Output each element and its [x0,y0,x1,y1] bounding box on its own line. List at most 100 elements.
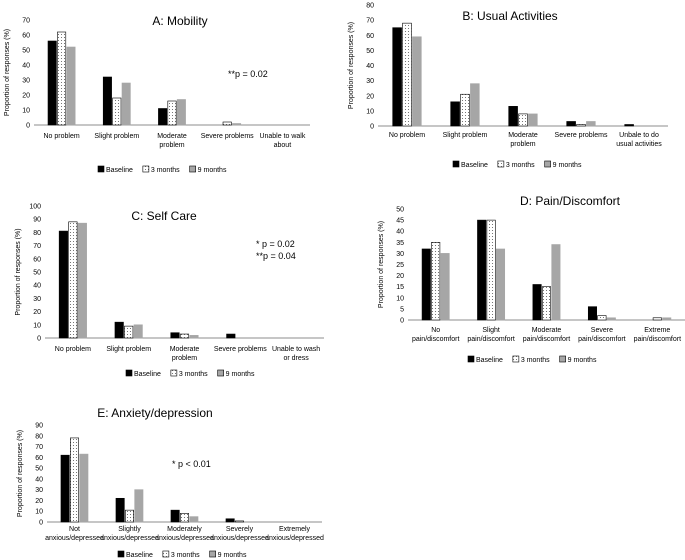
x-category-label: Slightly [118,526,141,533]
x-category-label: Severely [226,526,254,533]
y-tick-label: 90 [33,217,41,224]
x-category-label: problem [510,141,535,148]
y-tick-label: 0 [370,124,374,131]
y-tick-label: 40 [396,229,404,236]
y-tick-label: 70 [366,18,374,25]
bar [66,46,76,126]
bar [189,335,199,339]
y-axis-label: Proportion of responses (%) [17,430,24,517]
y-tick-label: 25 [396,262,404,269]
y-tick-label: 50 [366,48,374,55]
bar [121,82,131,126]
y-tick-label: 5 [400,306,404,313]
bar [68,221,78,339]
legend-label: Baseline [461,162,488,169]
y-tick-label: 70 [22,18,30,25]
x-category-label: Moderate [532,327,562,334]
x-category-label: Extremely [279,526,311,533]
chart-usual-activities: B: Usual Activities Proportion of respons… [348,3,668,169]
y-tick-label: 40 [33,283,41,290]
y-tick-label: 70 [35,444,43,451]
x-category-label: Moderate [508,132,538,139]
x-category-label: usual activities [616,141,662,148]
y-axis-label: Proportion of responses (%) [4,29,11,116]
bar [58,230,68,339]
bar [102,76,112,126]
bar [60,454,70,523]
chart-title: D: Pain/Discomfort [520,194,621,208]
bar [597,315,607,321]
legend-swatch [117,550,125,558]
y-axis-label: Proportion of responses (%) [378,221,385,308]
y-tick-label: 30 [22,78,30,85]
x-category-label: Slight problem [443,132,488,139]
x-category-label: Not [69,526,80,533]
bar [421,248,431,321]
bar [232,123,242,126]
y-tick-label: 20 [396,273,404,280]
legend-label: 9 months [218,552,247,559]
x-category-label: pain/discomfort [412,336,460,343]
x-category-label: Slight [482,327,500,334]
x-category-label: pain/discomfort [523,336,571,343]
y-tick-label: 50 [35,466,43,473]
bar [57,31,67,126]
bar [115,497,125,523]
y-tick-label: 60 [366,33,374,40]
bar [112,97,122,126]
x-category-label: anxious/depressed [45,535,104,542]
y-tick-label: 10 [396,295,404,302]
y-tick-label: 10 [33,322,41,329]
y-tick-label: 70 [33,243,41,250]
y-tick-label: 40 [35,476,43,483]
y-tick-label: 80 [366,3,374,10]
y-tick-label: 90 [35,423,43,430]
bar [235,520,244,523]
bar [125,509,134,523]
x-category-label: problem [159,142,184,149]
bar [576,124,586,127]
x-category-label: Unable to wash [272,346,320,353]
legend-swatch [125,369,133,377]
x-category-label: Slight problem [106,346,151,353]
bar [528,113,538,127]
bar [222,121,232,126]
y-tick-label: 10 [366,108,374,115]
y-tick-label: 45 [396,218,404,225]
x-category-label: anxious/depressed [100,535,159,542]
y-tick-label: 60 [35,455,43,462]
bar [158,108,168,126]
x-category-label: No problem [389,132,425,139]
bar [496,248,506,321]
y-tick-label: 30 [396,251,404,258]
legend-swatch [467,355,475,363]
bar [450,101,460,127]
x-category-label: Unbale to do [619,132,659,139]
chart-title: E: Anxiety/depression [97,406,212,420]
x-category-label: Extreme [644,327,670,334]
legend-swatch [162,550,170,558]
legend-label: 9 months [226,371,255,378]
x-category-label: Severe [591,327,613,334]
bar [179,333,190,339]
bar [518,113,528,127]
legend-label: Baseline [126,552,153,559]
bar [606,317,616,321]
legend-swatch [142,165,150,173]
bar [176,99,186,126]
x-category-label: No [431,327,440,334]
bar [70,437,79,523]
y-tick-label: 35 [396,240,404,247]
x-category-label: Unable to walk [259,133,305,140]
y-tick-label: 0 [37,336,41,343]
x-category-label: Severe problems [201,133,254,140]
bar [170,509,180,523]
bar [226,333,236,339]
x-category-label: or dress [283,355,309,362]
legend-swatch [559,355,566,363]
x-category-label: anxious/depressed [210,535,269,542]
y-tick-label: 30 [35,487,43,494]
bar [624,124,634,127]
bar [412,36,422,127]
bar [566,121,576,127]
